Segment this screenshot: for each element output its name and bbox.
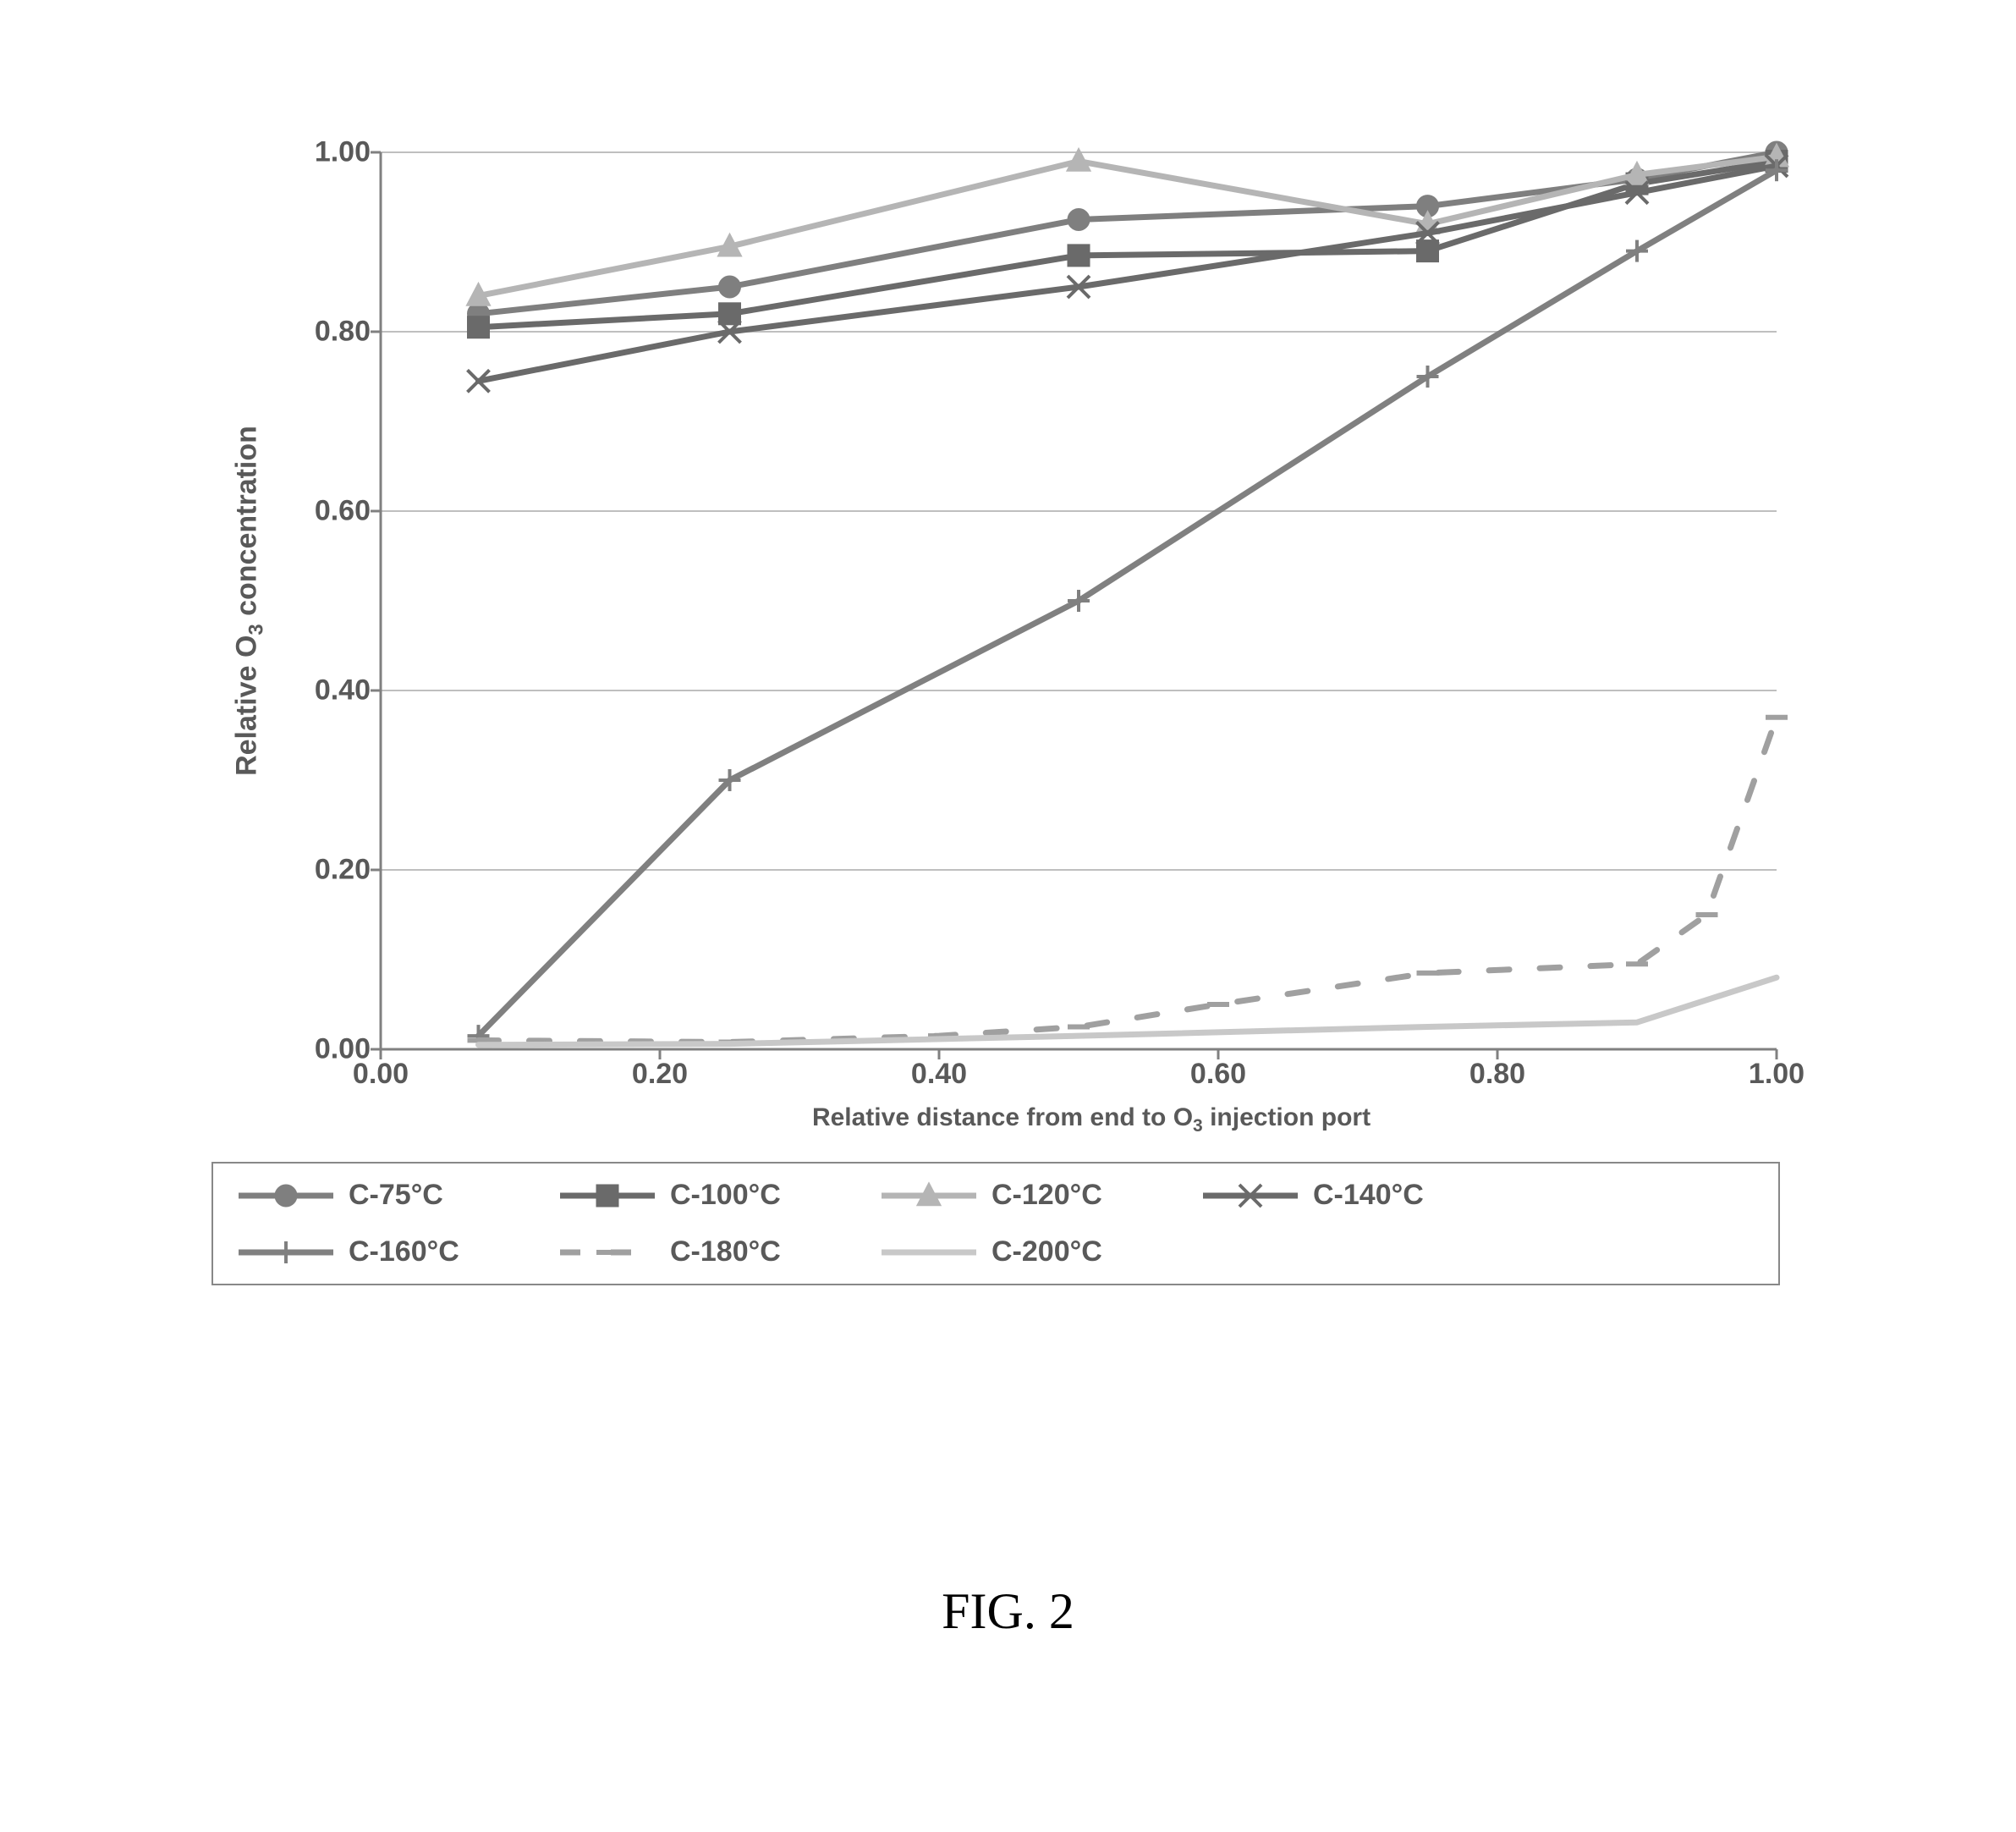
- y-tick-label: 1.00: [315, 136, 371, 169]
- legend: C-75°C C-100°C C-120°C C-140°C C-160°C C-180°…: [211, 1162, 1780, 1285]
- page: Relative O3 concentration 0.000.200.400.…: [0, 0, 2016, 1832]
- legend-label: C-180°C: [670, 1235, 781, 1268]
- legend-swatch-icon: [557, 1237, 658, 1268]
- legend-swatch-icon: [235, 1180, 337, 1211]
- plot-area: [381, 152, 1777, 1049]
- y-tick-label: 0.60: [315, 495, 371, 528]
- legend-item-c120: C-120°C: [878, 1179, 1166, 1212]
- y-tick-label: 0.80: [315, 316, 371, 349]
- ylabel-cell: Relative O3 concentration: [211, 152, 288, 1049]
- legend-swatch-icon: [878, 1237, 980, 1268]
- legend-swatch-icon: [557, 1180, 658, 1211]
- legend-item-c140: C-140°C: [1200, 1179, 1487, 1212]
- y-tick-label: 0.20: [315, 854, 371, 887]
- legend-label: C-160°C: [349, 1235, 459, 1268]
- x-tick-label: 0.20: [632, 1058, 688, 1091]
- legend-label: C-200°C: [992, 1235, 1102, 1268]
- x-tick-label: 0.00: [353, 1058, 409, 1091]
- legend-item-c100: C-100°C: [557, 1179, 844, 1212]
- legend-label: C-120°C: [992, 1179, 1102, 1212]
- y-axis-label: Relative O3 concentration: [231, 426, 269, 776]
- x-tick-label: 0.80: [1469, 1058, 1525, 1091]
- legend-swatch-icon: [1200, 1180, 1301, 1211]
- x-tick-label: 0.60: [1190, 1058, 1246, 1091]
- chart-container: Relative O3 concentration 0.000.200.400.…: [211, 152, 1802, 1285]
- y-tick-label: 0.40: [315, 674, 371, 707]
- legend-swatch-icon: [235, 1237, 337, 1268]
- legend-item-c75: C-75°C: [235, 1179, 523, 1212]
- plot-row: Relative O3 concentration 0.000.200.400.…: [211, 152, 1802, 1049]
- series-c140: [468, 155, 1788, 392]
- legend-item-c200: C-200°C: [878, 1235, 1166, 1268]
- legend-label: C-100°C: [670, 1179, 781, 1212]
- legend-label: C-140°C: [1313, 1179, 1424, 1212]
- legend-label: C-75°C: [349, 1179, 443, 1212]
- x-ticks-row: 0.00 0.20 0.40 0.60 0.80 1.00: [211, 1049, 1802, 1100]
- x-label-row: Relative distance from end to O3 injecti…: [211, 1103, 1802, 1136]
- figure-caption: FIG. 2: [0, 1582, 2016, 1641]
- series-c200: [479, 977, 1777, 1045]
- spacer: [643, 1103, 812, 1136]
- series-c100: [468, 151, 1788, 338]
- spacer: [211, 1049, 288, 1100]
- legend-item-c160: C-160°C: [235, 1235, 523, 1268]
- chart-svg: [381, 152, 1777, 1049]
- y-ticks: 0.000.200.400.600.801.00: [288, 152, 381, 1049]
- x-ticks: 0.000.200.400.600.801.00: [381, 1049, 1777, 1100]
- x-tick-label: 0.40: [911, 1058, 967, 1091]
- x-axis-label: Relative distance from end to O3 injecti…: [812, 1103, 1371, 1136]
- x-tick-label: 1.00: [1749, 1058, 1805, 1091]
- series-c180: [468, 718, 1788, 1043]
- legend-item-c180: C-180°C: [557, 1235, 844, 1268]
- legend-swatch-icon: [878, 1180, 980, 1211]
